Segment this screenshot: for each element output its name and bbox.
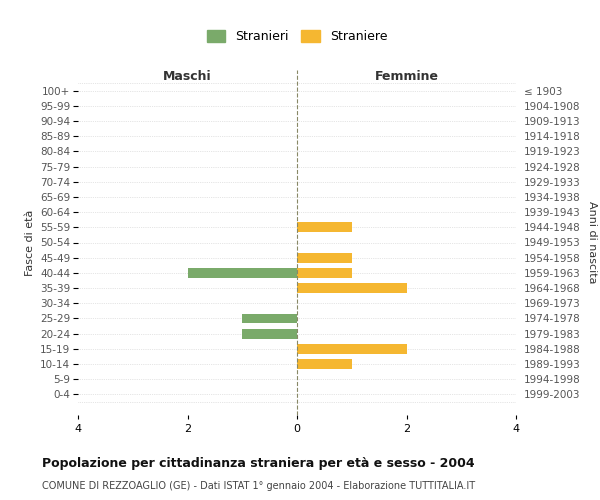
- Bar: [187, 268, 297, 278]
- Bar: [297, 268, 352, 278]
- Legend: Stranieri, Straniere: Stranieri, Straniere: [202, 24, 392, 48]
- Bar: [297, 222, 352, 232]
- Bar: [297, 253, 352, 262]
- Bar: [297, 283, 407, 293]
- Text: Femmine: Femmine: [374, 70, 439, 83]
- Bar: [242, 314, 297, 324]
- Text: Popolazione per cittadinanza straniera per età e sesso - 2004: Popolazione per cittadinanza straniera p…: [42, 458, 475, 470]
- Bar: [242, 328, 297, 338]
- Text: Maschi: Maschi: [163, 70, 212, 83]
- Y-axis label: Anni di nascita: Anni di nascita: [587, 201, 597, 284]
- Text: COMUNE DI REZZOAGLIO (GE) - Dati ISTAT 1° gennaio 2004 - Elaborazione TUTTITALIA: COMUNE DI REZZOAGLIO (GE) - Dati ISTAT 1…: [42, 481, 475, 491]
- Y-axis label: Fasce di età: Fasce di età: [25, 210, 35, 276]
- Bar: [297, 344, 407, 354]
- Bar: [297, 359, 352, 369]
